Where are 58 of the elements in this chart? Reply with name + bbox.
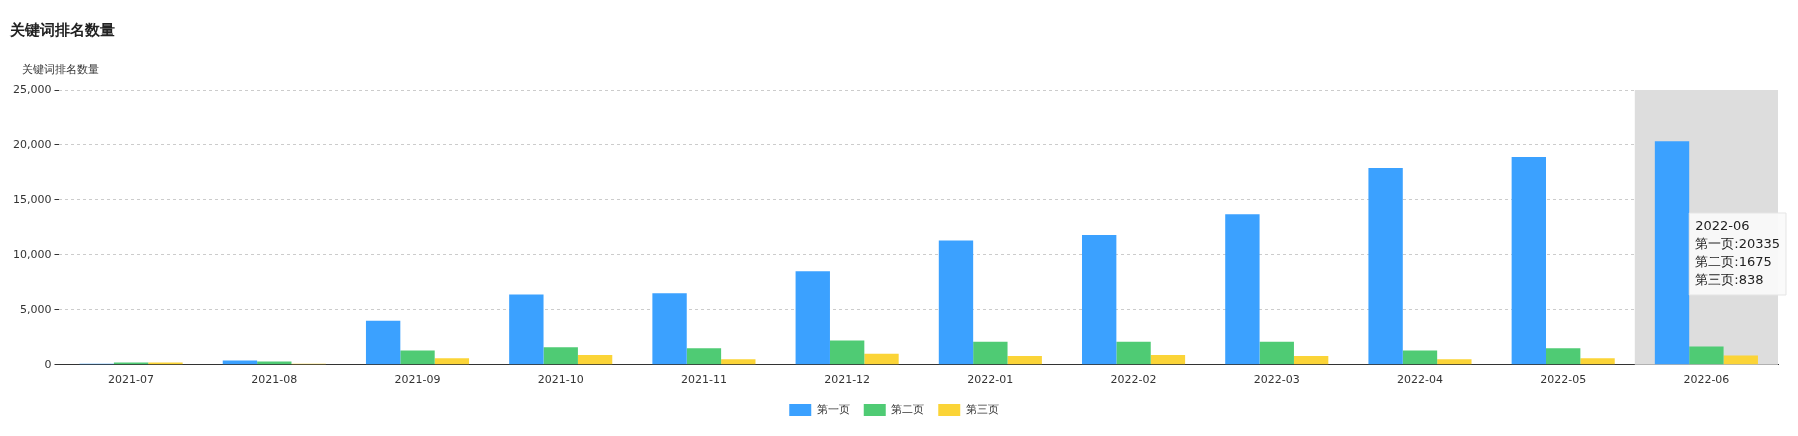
bar xyxy=(434,358,470,365)
bar xyxy=(1150,354,1186,365)
x-tick-label: 2021-12 xyxy=(824,373,871,387)
x-tick-label: 2022-05 xyxy=(1540,373,1587,387)
bar xyxy=(1437,359,1472,365)
bar xyxy=(1580,358,1615,365)
bar xyxy=(509,294,544,365)
bar xyxy=(795,271,830,365)
bar xyxy=(1723,355,1758,365)
bar xyxy=(1007,356,1042,365)
bar xyxy=(1511,157,1546,365)
bar xyxy=(1116,341,1151,365)
bar xyxy=(400,350,435,365)
x-tick-label: 2021-09 xyxy=(394,373,441,387)
x-tick-label: 2021-07 xyxy=(108,373,155,387)
bar xyxy=(1654,141,1690,365)
legend-label: 第三页 xyxy=(965,402,999,416)
bar xyxy=(577,354,613,365)
x-tick-label: 2022-04 xyxy=(1396,373,1443,387)
bar xyxy=(222,360,258,365)
x-tick-label: 2022-02 xyxy=(1110,373,1157,387)
bar xyxy=(1368,168,1403,365)
x-tick-label: 2021-08 xyxy=(251,373,298,387)
legend-label: 第二页 xyxy=(891,402,925,416)
bar xyxy=(938,240,974,365)
x-tick-label: 2021-11 xyxy=(680,373,727,387)
legend-label: 第一页 xyxy=(816,402,850,416)
bar xyxy=(1546,348,1581,365)
annotation: 2022-06 xyxy=(1695,218,1750,234)
y-tick-label: 5,000 xyxy=(19,302,52,316)
annotation: 第一页:20335 xyxy=(1695,236,1781,252)
bar xyxy=(365,320,401,365)
y-tick-label: 10,000 xyxy=(12,247,52,261)
bar xyxy=(1225,214,1260,365)
chart-title: 关键词排名数量 xyxy=(9,20,115,39)
y-tick-label: 25,000 xyxy=(12,82,52,96)
bar xyxy=(652,293,687,365)
x-tick-label: 2021-10 xyxy=(537,373,584,387)
bar xyxy=(721,359,756,365)
y-tick-label: 0 xyxy=(44,357,52,371)
bar xyxy=(1689,346,1724,365)
x-tick-label: 2022-01 xyxy=(967,373,1014,387)
bar xyxy=(1082,235,1117,365)
y-axis-title: 关键词排名数量 xyxy=(22,63,99,77)
bar xyxy=(686,348,722,365)
bar xyxy=(864,353,899,365)
bar xyxy=(1402,350,1438,365)
x-tick-label: 2022-06 xyxy=(1683,373,1730,387)
x-tick-label: 2022-03 xyxy=(1253,373,1300,387)
bar xyxy=(973,341,1008,365)
annotation: 第二页:1675 xyxy=(1695,254,1772,270)
annotation: 第三页:838 xyxy=(1695,272,1764,288)
y-tick-label: 20,000 xyxy=(12,137,52,151)
bar xyxy=(1259,341,1294,365)
bar xyxy=(543,347,578,365)
bar xyxy=(1293,356,1329,365)
y-tick-label: 15,000 xyxy=(12,192,52,206)
bar xyxy=(829,340,865,365)
